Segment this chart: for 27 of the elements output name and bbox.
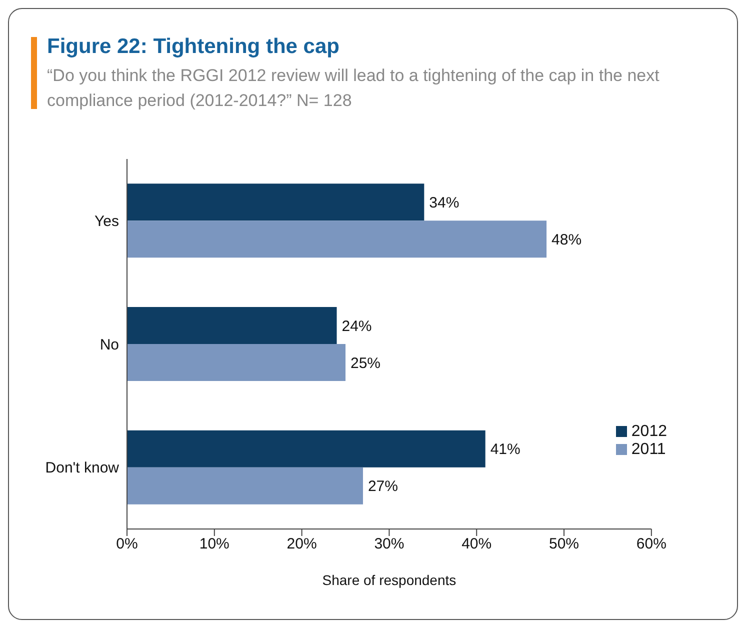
chart-title: Figure 22: Tightening the cap [47, 35, 340, 59]
chart-subtitle: “Do you think the RGGI 2012 review will lead to a tightening of the cap in the next compliance period (2012-2014?” N= 128 [47, 65, 660, 112]
x-tick-label: 50% [548, 536, 580, 553]
x-tick-label: 0% [116, 536, 138, 553]
bar [127, 307, 337, 344]
x-tick-label: 60% [636, 536, 666, 553]
data-label: 41% [490, 441, 520, 458]
bar [127, 467, 363, 504]
y-tick-label: Don't know [45, 460, 120, 477]
x-tick-label: 30% [374, 536, 404, 553]
bar [127, 430, 486, 468]
legend-label: 2011 [631, 441, 666, 458]
legend-label: 2012 [631, 423, 667, 440]
bar [127, 344, 346, 381]
y-tick-label: Yes [94, 212, 119, 230]
data-label: 24% [342, 318, 372, 335]
bar [127, 184, 424, 221]
x-axis-title: Share of respondents [322, 572, 456, 588]
x-tick-label: 40% [462, 536, 492, 553]
bar [127, 220, 547, 258]
data-label: 25% [350, 354, 381, 372]
y-tick-label: No [100, 336, 119, 354]
x-tick-label: 20% [286, 536, 317, 553]
data-label: 27% [368, 478, 398, 496]
data-label: 48% [552, 231, 582, 248]
data-label: 34% [429, 194, 460, 212]
x-tick-label: 10% [199, 536, 230, 553]
